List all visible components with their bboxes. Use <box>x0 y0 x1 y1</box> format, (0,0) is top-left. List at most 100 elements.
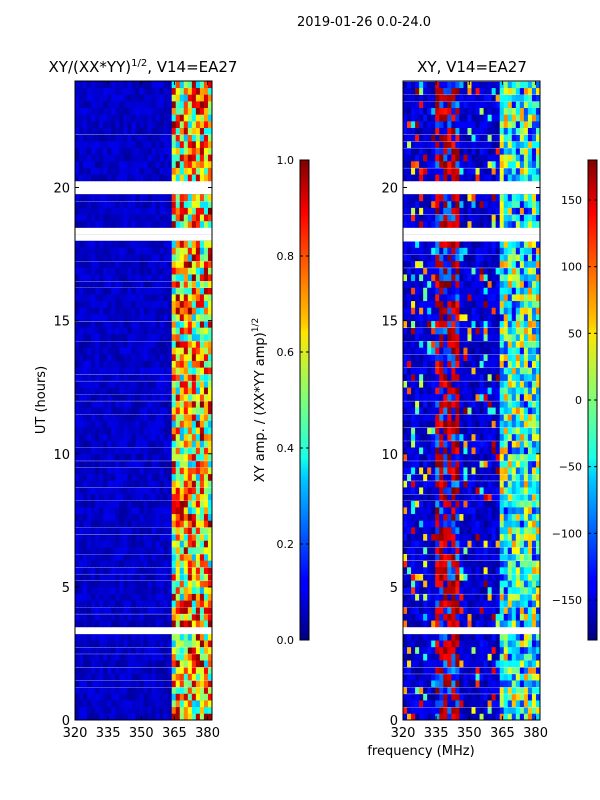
heatmap-cell <box>143 274 148 282</box>
heatmap-cell <box>159 127 165 135</box>
heatmap-cell <box>511 387 517 395</box>
heatmap-cell <box>183 653 189 661</box>
heatmap-cell <box>479 460 484 468</box>
heatmap-cell <box>455 453 460 461</box>
heatmap-cell <box>423 393 428 401</box>
heatmap-cell <box>427 620 432 628</box>
heatmap-cell <box>191 646 197 654</box>
heatmap-cell <box>151 87 156 95</box>
heatmap-cell <box>119 700 124 708</box>
heatmap-cell <box>463 566 468 574</box>
heatmap-cell <box>491 493 497 501</box>
heatmap-cell <box>459 427 464 435</box>
heatmap-cell <box>527 447 533 455</box>
heatmap-cell <box>535 513 541 521</box>
heatmap-cell <box>423 673 428 681</box>
heatmap-cell <box>111 560 116 568</box>
heatmap-cell <box>527 407 533 415</box>
heatmap-cell <box>519 706 525 714</box>
heatmap-cell <box>151 100 156 109</box>
heatmap-cell <box>135 653 140 661</box>
heatmap-cell <box>159 460 165 468</box>
heatmap-cell <box>195 653 201 661</box>
heatmap-cell <box>527 620 533 628</box>
heatmap-cell <box>175 400 181 408</box>
heatmap-cell <box>431 520 436 528</box>
heatmap-cell <box>447 606 452 614</box>
heatmap-cell <box>439 493 444 501</box>
heatmap-cell <box>483 680 489 688</box>
heatmap-cell <box>447 580 452 588</box>
heatmap-cell <box>151 666 156 674</box>
heatmap-cell <box>523 586 529 594</box>
heatmap-cell <box>531 507 537 515</box>
heatmap-cell <box>475 407 480 415</box>
heatmap-cell <box>159 400 165 408</box>
heatmap-cell <box>503 433 509 441</box>
heatmap-cell <box>91 553 96 561</box>
heatmap-cell <box>479 646 484 654</box>
heatmap-cell <box>503 693 509 701</box>
heatmap-cell <box>171 413 177 421</box>
heatmap-cell <box>151 686 156 694</box>
heatmap-cell <box>159 380 165 388</box>
heatmap-cell <box>191 267 197 275</box>
heatmap-cell <box>503 373 509 381</box>
heatmap-cell <box>147 713 152 721</box>
heatmap-cell <box>155 327 161 335</box>
heatmap-cell <box>167 367 173 375</box>
heatmap-cell <box>127 280 132 288</box>
heatmap-cell <box>467 706 472 714</box>
heatmap-cell <box>183 393 189 401</box>
heatmap-cell <box>507 646 513 654</box>
heatmap-cell <box>431 593 436 601</box>
heatmap-cell <box>447 646 452 654</box>
heatmap-cell <box>487 566 493 574</box>
heatmap-cell <box>163 660 169 668</box>
heatmap-cell <box>147 353 152 361</box>
heatmap-cell <box>183 367 189 375</box>
heatmap-cell <box>151 294 156 302</box>
heatmap-cell <box>423 693 428 701</box>
heatmap-cell <box>179 174 185 182</box>
heatmap-cell <box>91 433 96 441</box>
heatmap-cell <box>403 400 408 408</box>
heatmap-cell <box>139 526 144 535</box>
heatmap-cell <box>527 513 533 521</box>
heatmap-cell <box>203 546 209 554</box>
heatmap-cell <box>147 300 152 308</box>
heatmap-cell <box>187 307 193 315</box>
heatmap-cell <box>203 540 209 548</box>
heatmap-cell <box>443 513 448 521</box>
heatmap-cell <box>147 280 152 288</box>
heatmap-cell <box>131 660 136 668</box>
heatmap-cell <box>407 600 412 608</box>
heatmap-cell <box>487 500 493 508</box>
heatmap-cell <box>207 274 213 282</box>
heatmap-cell <box>519 427 525 435</box>
heatmap-cell <box>131 713 136 721</box>
heatmap-cell <box>163 154 169 162</box>
heatmap-cell <box>147 673 152 681</box>
heatmap-cell <box>519 713 525 721</box>
heatmap-cell <box>535 393 541 401</box>
heatmap-cell <box>111 333 116 341</box>
heatmap-cell <box>135 260 140 268</box>
heatmap-cell <box>191 693 197 701</box>
heatmap-cell <box>451 606 456 614</box>
heatmap-cell <box>167 613 173 621</box>
heatmap-cell <box>155 620 161 628</box>
heatmap-cell <box>447 367 452 375</box>
heatmap-cell <box>527 673 533 681</box>
heatmap-cell <box>155 333 161 341</box>
heatmap-cell <box>515 380 521 388</box>
heatmap-cell <box>139 147 144 155</box>
heatmap-cell <box>207 706 213 714</box>
heatmap-cell <box>187 333 193 341</box>
heatmap-cell <box>159 287 165 295</box>
heatmap-cell <box>167 307 173 315</box>
heatmap-cell <box>127 267 132 275</box>
heatmap-cell <box>151 373 156 381</box>
heatmap-cell <box>135 333 140 341</box>
heatmap-cell <box>499 387 505 395</box>
